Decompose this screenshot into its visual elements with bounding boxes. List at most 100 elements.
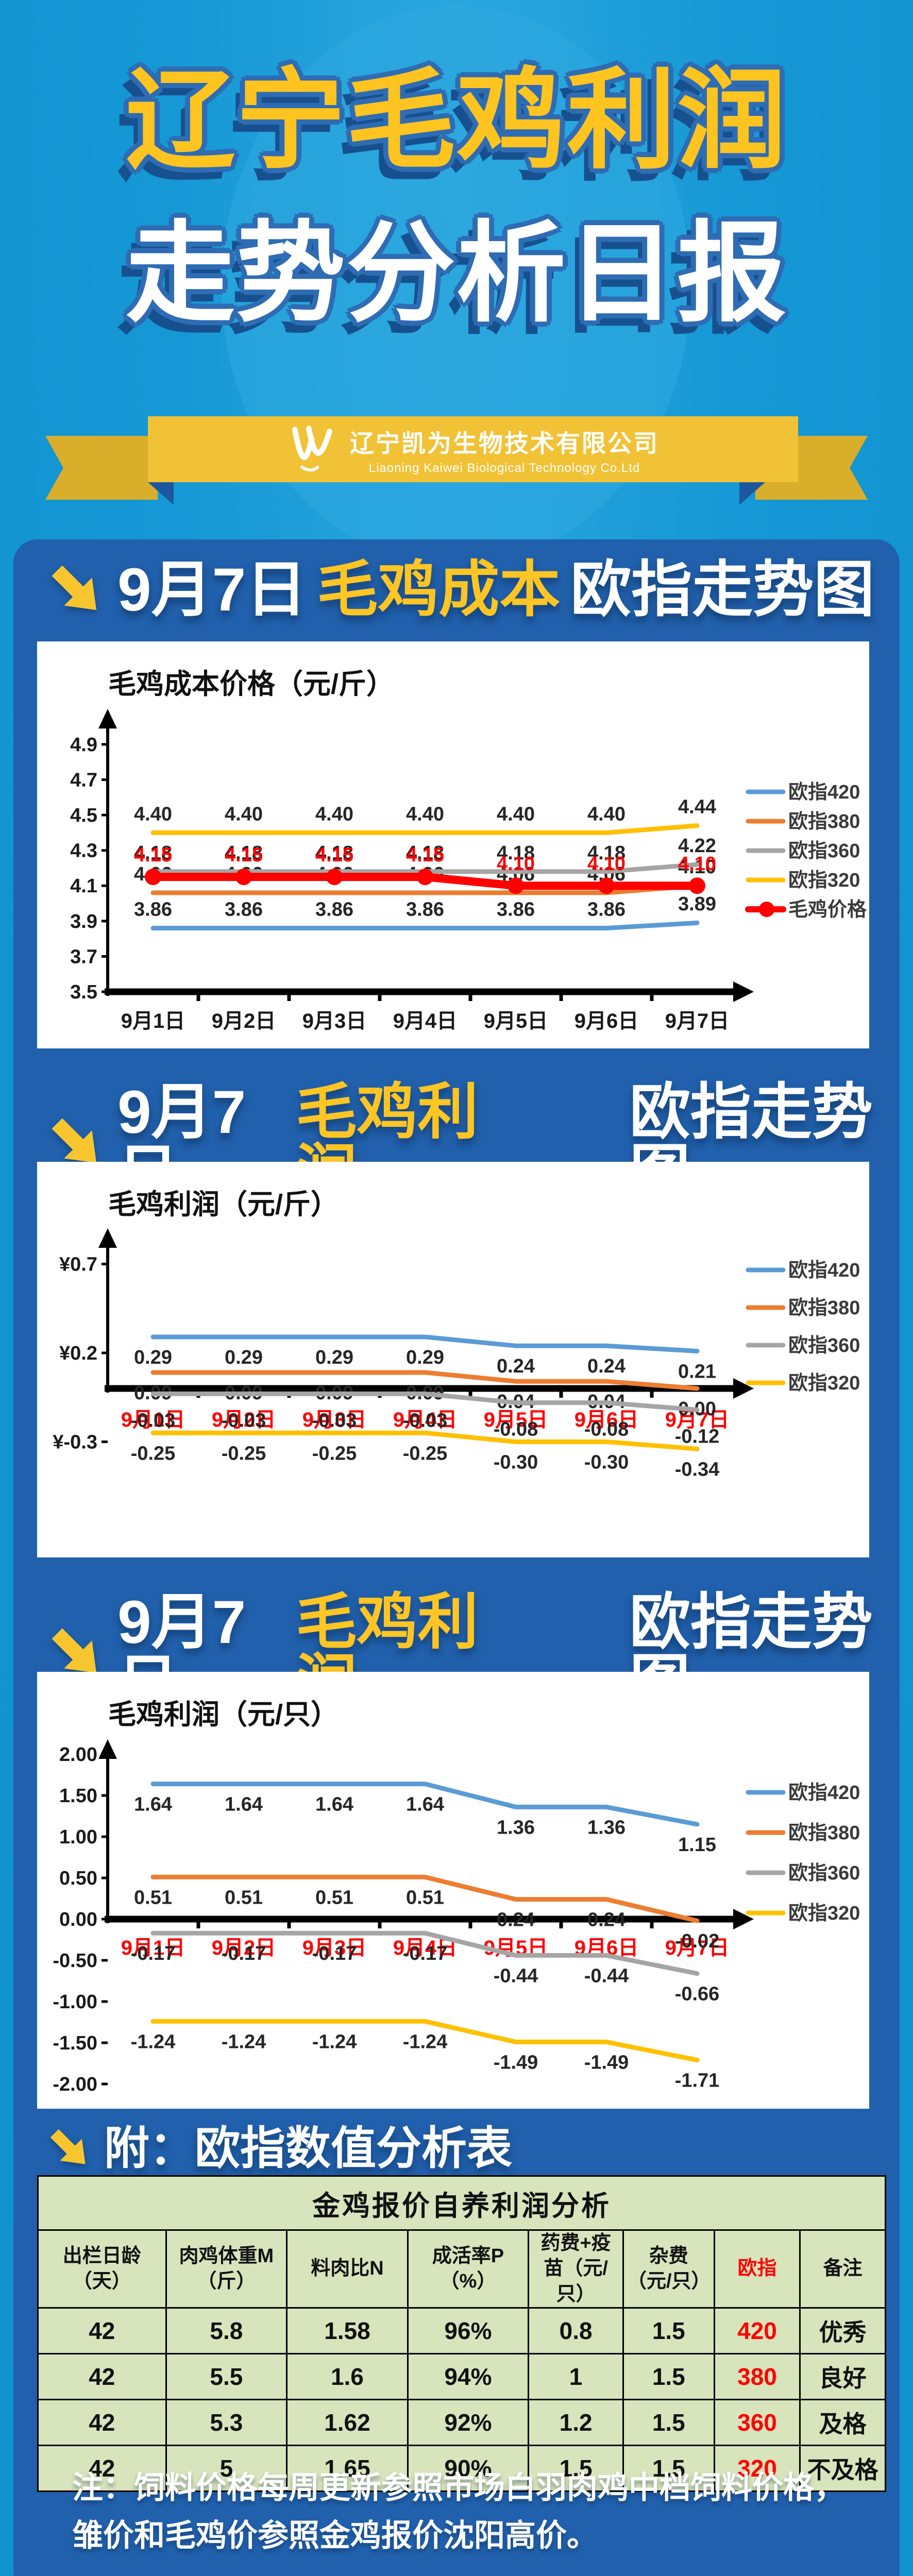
company-banner-text: 辽宁凯为生物技术有限公司 Liaoning Kaiwei Biological … xyxy=(350,423,659,476)
svg-text:4.15: 4.15 xyxy=(134,844,172,866)
table-row: 42 5.5 1.6 94% 1 1.5 380 良好 xyxy=(37,2353,886,2401)
svg-text:-0.44: -0.44 xyxy=(584,1965,629,1987)
svg-text:4.10: 4.10 xyxy=(587,853,625,875)
cost-chart-title: 毛鸡成本价格（元/斤） xyxy=(108,669,395,700)
arrow-icon xyxy=(52,1118,97,1163)
svg-text:-0.17: -0.17 xyxy=(222,1943,266,1964)
table-cell: 5 xyxy=(165,2445,288,2493)
table-cell: 5.3 xyxy=(165,2399,288,2447)
svg-text:欧指320: 欧指320 xyxy=(788,870,860,891)
svg-text:4.3: 4.3 xyxy=(70,840,97,862)
svg-text:4.18: 4.18 xyxy=(315,842,353,864)
cost-chart-panel: 毛鸡成本价格（元/斤） 3.5 3.7 3.9 4.1 4.3 4.5 4.7 4.9 9月1日… xyxy=(37,641,869,1048)
section-table-title: 附：欧指数值分析表 xyxy=(104,2123,513,2174)
svg-text:0.24: 0.24 xyxy=(587,1909,625,1931)
table-cell: 优秀 xyxy=(799,2307,886,2355)
svg-text:9月2日: 9月2日 xyxy=(212,1937,276,1959)
table-header-cell: 成活率P（%） xyxy=(407,2229,530,2309)
table-row: 42 5 1.65 90% 1.5 1.5 320 不及格 xyxy=(37,2445,886,2493)
svg-text:0.29: 0.29 xyxy=(406,1347,444,1368)
svg-text:-2.00: -2.00 xyxy=(53,2074,97,2095)
svg-text:0.21: 0.21 xyxy=(678,1361,716,1383)
svg-text:3.5: 3.5 xyxy=(70,981,97,1003)
svg-text:1.64: 1.64 xyxy=(225,1794,263,1816)
svg-text:9月3日: 9月3日 xyxy=(302,1409,367,1431)
svg-text:3.89: 3.89 xyxy=(678,893,716,915)
svg-text:4.18: 4.18 xyxy=(406,842,444,864)
svg-text:9月2日: 9月2日 xyxy=(212,1409,276,1431)
table-cell: 42 xyxy=(37,2399,167,2447)
svg-text:3.9: 3.9 xyxy=(70,911,97,933)
arrow-icon xyxy=(50,2129,86,2164)
company-banner: 辽宁凯为生物技术有限公司 Liaoning Kaiwei Biological … xyxy=(148,416,798,482)
svg-text:欧指320: 欧指320 xyxy=(788,1903,860,1924)
svg-text:-0.17: -0.17 xyxy=(131,1943,176,1964)
table-cell: 5.5 xyxy=(165,2353,288,2401)
company-name-en: Liaoning Kaiwei Biological Technology Co… xyxy=(368,461,640,475)
table-cell: 及格 xyxy=(799,2399,886,2447)
svg-text:欧指420: 欧指420 xyxy=(788,782,860,803)
svg-text:-0.25: -0.25 xyxy=(312,1443,357,1464)
svg-text:0.29: 0.29 xyxy=(225,1347,263,1368)
table-header-cell: 杂费（元/只） xyxy=(622,2229,715,2309)
table-row: 42 5.8 1.58 96% 0.8 1.5 420 优秀 xyxy=(37,2307,886,2355)
table-header-cell: 料肉比N xyxy=(286,2229,409,2309)
svg-text:1.00: 1.00 xyxy=(59,1826,97,1848)
svg-text:9月7日: 9月7日 xyxy=(665,1010,730,1032)
svg-text:3.86: 3.86 xyxy=(497,899,535,921)
svg-text:-0.08: -0.08 xyxy=(494,1419,538,1440)
svg-text:4.40: 4.40 xyxy=(497,803,535,825)
svg-text:欧指380: 欧指380 xyxy=(788,811,860,833)
svg-text:¥-0.3: ¥-0.3 xyxy=(53,1432,97,1453)
svg-text:-0.44: -0.44 xyxy=(494,1965,538,1987)
table-cell: 1.5 xyxy=(622,2307,715,2355)
svg-text:9月1日: 9月1日 xyxy=(121,1010,185,1032)
svg-text:欧指360: 欧指360 xyxy=(788,1862,860,1884)
svg-text:-1.00: -1.00 xyxy=(53,1991,97,2013)
profit-zhi-chart-panel: 毛鸡利润（元/只） 2.00 1.50 1.00 0.50 0.00 -0.50 -1.00… xyxy=(37,1672,869,2109)
svg-text:-0.17: -0.17 xyxy=(312,1943,357,1964)
table-cell: 1.6 xyxy=(286,2353,409,2401)
svg-text:欧指360: 欧指360 xyxy=(788,1335,860,1357)
svg-text:欧指420: 欧指420 xyxy=(788,1782,860,1804)
svg-text:-0.03: -0.03 xyxy=(312,1410,357,1431)
svg-text:-0.25: -0.25 xyxy=(403,1443,448,1464)
svg-text:9月1日: 9月1日 xyxy=(121,1937,185,1959)
svg-text:-0.66: -0.66 xyxy=(675,1984,720,2005)
svg-text:4.40: 4.40 xyxy=(406,803,444,825)
svg-text:¥0.2: ¥0.2 xyxy=(59,1343,97,1364)
svg-text:4.40: 4.40 xyxy=(225,803,263,825)
svg-text:9月4日: 9月4日 xyxy=(393,1409,458,1431)
svg-text:3.86: 3.86 xyxy=(134,899,172,921)
table-cell: 1.5 xyxy=(622,2353,715,2401)
svg-text:0.24: 0.24 xyxy=(497,1355,535,1377)
arrow-icon xyxy=(52,565,97,611)
svg-text:-0.30: -0.30 xyxy=(584,1452,629,1473)
svg-text:¥0.7: ¥0.7 xyxy=(59,1254,97,1276)
svg-text:9月6日: 9月6日 xyxy=(574,1409,639,1431)
table-cell: 42 xyxy=(37,2307,167,2355)
table-cell: 92% xyxy=(407,2399,530,2447)
svg-text:9月2日: 9月2日 xyxy=(212,1010,276,1032)
svg-text:4.15: 4.15 xyxy=(406,844,444,866)
svg-text:1.64: 1.64 xyxy=(406,1794,444,1816)
svg-text:-0.17: -0.17 xyxy=(403,1943,448,1964)
ribbon-fold-right xyxy=(739,482,765,505)
svg-text:9月6日: 9月6日 xyxy=(574,1010,639,1032)
section-title-analysis-table: 附：欧指数值分析表 xyxy=(45,2124,512,2173)
svg-text:3.86: 3.86 xyxy=(587,899,625,921)
table-cell: 1 xyxy=(528,2353,624,2401)
svg-text:-0.08: -0.08 xyxy=(584,1419,629,1440)
table-cell: 1.65 xyxy=(286,2445,409,2493)
svg-text:1.64: 1.64 xyxy=(134,1794,172,1816)
svg-text:3.86: 3.86 xyxy=(225,899,263,921)
arrow-icon xyxy=(52,1628,97,1673)
svg-text:4.22: 4.22 xyxy=(678,835,716,857)
table-cell: 1.2 xyxy=(528,2399,624,2447)
svg-text:-0.34: -0.34 xyxy=(675,1459,720,1480)
table-cell: 良好 xyxy=(799,2353,886,2401)
svg-text:0.51: 0.51 xyxy=(134,1887,172,1908)
svg-text:4.7: 4.7 xyxy=(70,769,97,791)
svg-text:4.40: 4.40 xyxy=(587,803,625,825)
